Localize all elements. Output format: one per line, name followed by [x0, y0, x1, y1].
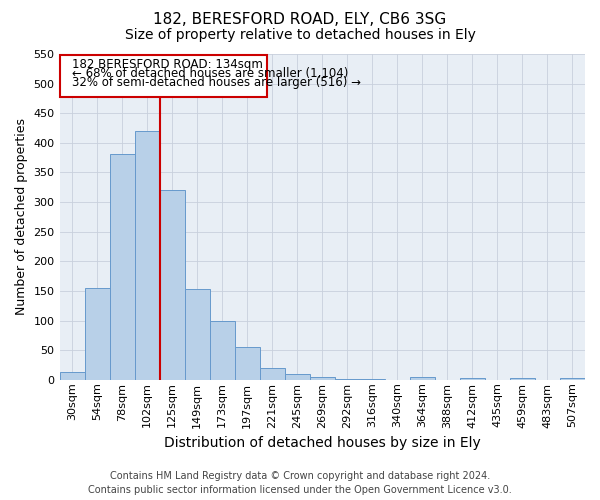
X-axis label: Distribution of detached houses by size in Ely: Distribution of detached houses by size … [164, 436, 481, 450]
Bar [260, 368, 285, 380]
Bar [85, 288, 110, 380]
Bar [360, 378, 385, 380]
Bar [59, 372, 85, 380]
Bar [185, 289, 209, 380]
Text: 32% of semi-detached houses are larger (516) →: 32% of semi-detached houses are larger (… [72, 76, 361, 89]
Bar [235, 347, 260, 380]
Bar [335, 378, 360, 380]
Y-axis label: Number of detached properties: Number of detached properties [15, 118, 28, 316]
Bar [285, 374, 310, 380]
Bar [510, 378, 535, 380]
Bar [560, 378, 585, 380]
Text: Size of property relative to detached houses in Ely: Size of property relative to detached ho… [125, 28, 475, 42]
Text: 182, BERESFORD ROAD, ELY, CB6 3SG: 182, BERESFORD ROAD, ELY, CB6 3SG [154, 12, 446, 28]
Text: ← 68% of detached houses are smaller (1,104): ← 68% of detached houses are smaller (1,… [72, 67, 349, 80]
Bar [134, 131, 160, 380]
Bar [460, 378, 485, 380]
Text: Contains HM Land Registry data © Crown copyright and database right 2024.
Contai: Contains HM Land Registry data © Crown c… [88, 471, 512, 495]
Bar [209, 320, 235, 380]
Bar [110, 154, 134, 380]
Text: 182 BERESFORD ROAD: 134sqm: 182 BERESFORD ROAD: 134sqm [72, 58, 263, 71]
Bar [59, 55, 267, 96]
Bar [160, 190, 185, 380]
Bar [310, 377, 335, 380]
Bar [410, 377, 435, 380]
